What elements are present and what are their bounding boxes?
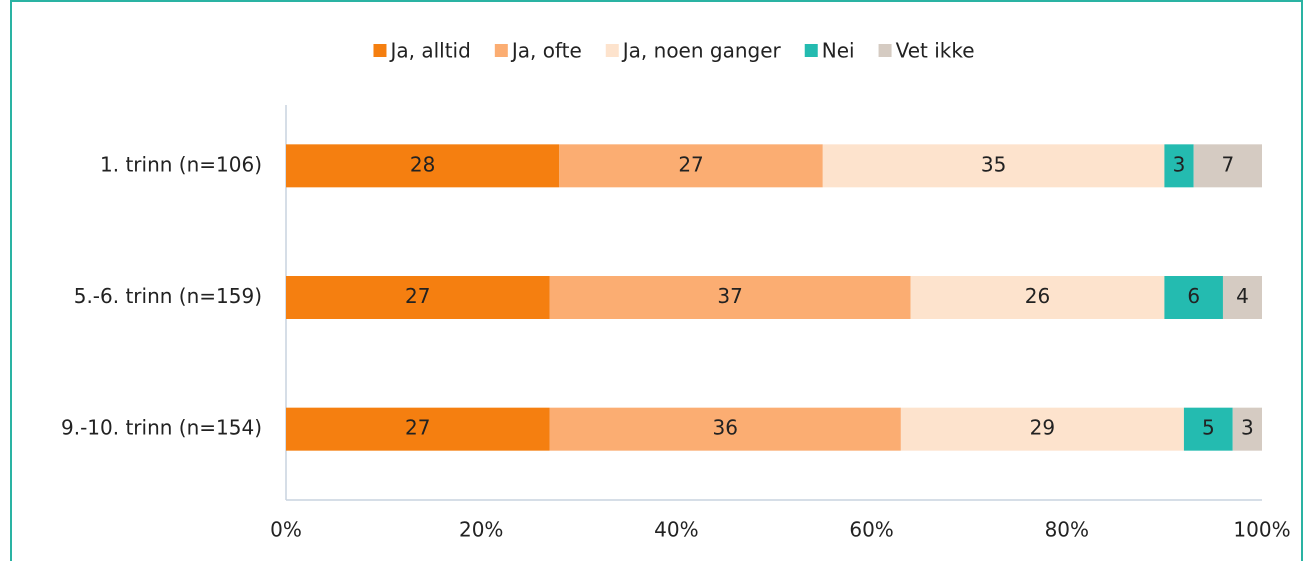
y-tick-label: 1. trinn (n=106) (100, 152, 262, 176)
bar-segment (900, 407, 1184, 451)
data-label: 37 (717, 284, 742, 308)
bar-segment (1232, 407, 1262, 451)
data-label: 3 (1173, 152, 1186, 176)
data-label: 28 (410, 152, 435, 176)
legend-swatch (878, 44, 892, 57)
data-label: 36 (712, 416, 737, 440)
legend: Ja, alltid Ja, ofte Ja, noen ganger Nei Vet … (373, 39, 975, 63)
legend-label: Vet ikke (896, 39, 975, 63)
data-label: 5 (1202, 416, 1215, 440)
legend-swatch (494, 44, 508, 57)
legend-swatch (373, 44, 387, 57)
legend-label: Ja, ofte (510, 39, 582, 63)
data-label: 26 (1025, 284, 1050, 308)
bar-segment (559, 144, 823, 188)
bar-segment (549, 276, 911, 319)
x-tick-label: 40% (654, 518, 698, 542)
legend-label: Nei (822, 39, 855, 63)
data-label: 4 (1236, 284, 1249, 308)
bar-segment (286, 407, 550, 451)
bar-segment (910, 276, 1165, 319)
data-label: 27 (405, 416, 430, 440)
x-tick-label: 20% (459, 518, 503, 542)
bar-segment (1222, 276, 1262, 319)
data-label: 29 (1030, 416, 1055, 440)
data-label: 27 (678, 152, 703, 176)
data-label: 35 (981, 152, 1006, 176)
legend-label: Ja, noen ganger (621, 39, 782, 63)
bar-segment (1183, 407, 1233, 451)
y-tick-label: 5.-6. trinn (n=159) (74, 284, 262, 308)
x-tick-label: 0% (270, 518, 302, 542)
data-label: 3 (1241, 416, 1254, 440)
x-tick-label: 100% (1233, 518, 1290, 542)
x-tick-label: 60% (849, 518, 893, 542)
y-tick-label: 9.-10. trinn (n=154) (61, 416, 262, 440)
legend-label: Ja, alltid (388, 39, 470, 63)
bar-segment (822, 144, 1165, 188)
legend-swatch (605, 44, 619, 57)
data-label: 27 (405, 284, 430, 308)
bar-segment (1193, 144, 1262, 188)
bar-segment (286, 276, 550, 319)
bar-segment (286, 144, 560, 188)
legend-swatch (804, 44, 818, 57)
bar-segment (549, 407, 901, 451)
x-tick-label: 80% (1045, 518, 1089, 542)
bar-segment (1164, 144, 1194, 188)
data-label: 6 (1187, 284, 1200, 308)
data-label: 7 (1221, 152, 1234, 176)
bar-segment (1164, 276, 1223, 319)
